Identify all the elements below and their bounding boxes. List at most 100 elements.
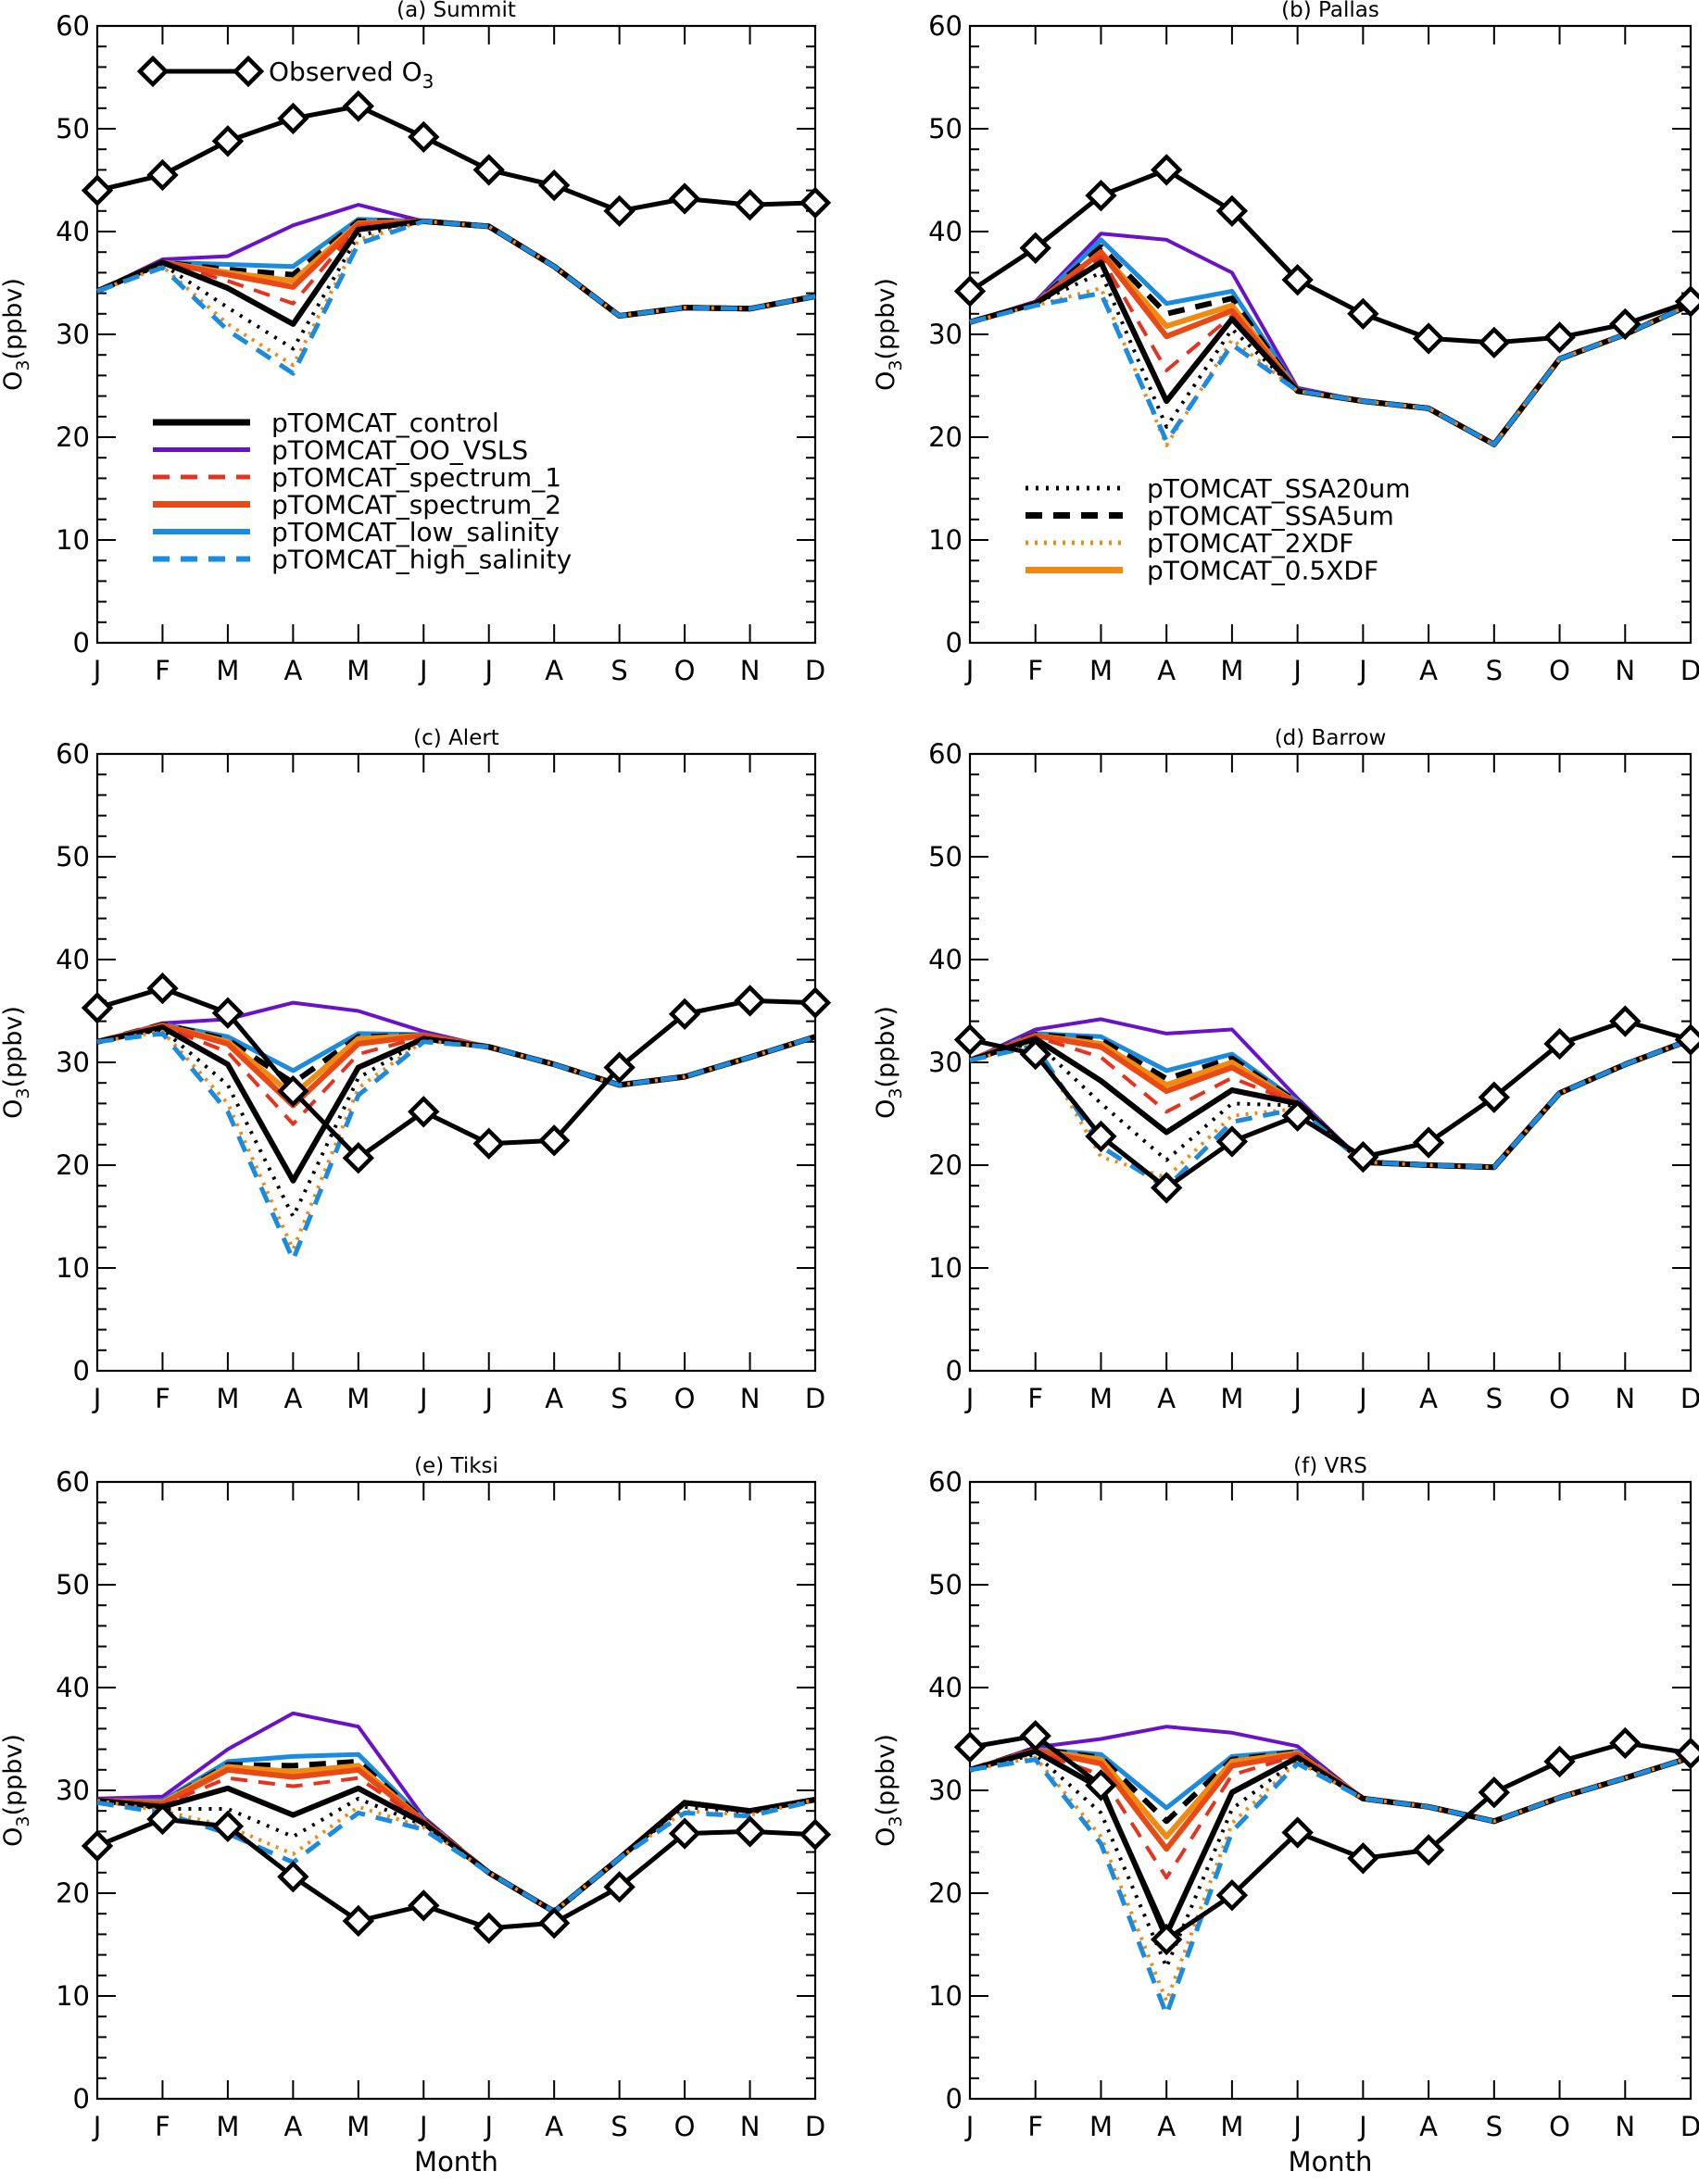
observed-point <box>476 1915 502 1941</box>
series-line-control <box>969 259 1693 447</box>
y-tick-label: 0 <box>73 2083 90 2115</box>
x-tick-label: J <box>1357 655 1367 686</box>
x-tick-label: A <box>545 1383 563 1414</box>
legend-label-vsls: pTOMCAT_OO_VSLS <box>271 435 528 466</box>
observed-point <box>1416 325 1441 351</box>
y-tick-label: 30 <box>928 1775 963 1806</box>
panel-3: (c) Alert 0 10 20 30 40 50 60 J F M A M J J A S O N D O3(ppb… <box>0 726 828 1414</box>
observed-point <box>672 185 698 211</box>
y-tick-label: 60 <box>928 10 963 42</box>
y-axis-label: O3(ppbv) <box>0 278 33 391</box>
panel-2: (b) Pallas 0 10 20 30 40 50 60 J F M A M J J A S O N D O3(pp… <box>872 0 1699 686</box>
series-line-observed <box>969 1019 1692 1190</box>
observed-point <box>1547 324 1573 350</box>
y-tick-label: 20 <box>56 1877 90 1909</box>
observed-point <box>84 995 110 1021</box>
x-tick-label: O <box>1549 2111 1570 2142</box>
x-axis-label: Month <box>1289 2146 1373 2178</box>
observed-point <box>149 162 175 188</box>
x-tick-label: J <box>418 655 428 686</box>
legend-label-xdf05: pTOMCAT_0.5XDF <box>1147 556 1378 586</box>
x-tick-label: J <box>964 655 975 686</box>
y-tick-label: 50 <box>928 113 963 144</box>
panel-title: (d) Barrow <box>1275 726 1387 750</box>
x-tick-label: J <box>964 1383 975 1414</box>
x-tick-label: M <box>216 655 239 686</box>
observed-point <box>737 987 763 1013</box>
y-tick-label: 10 <box>56 1252 90 1284</box>
x-tick-label: D <box>805 655 825 686</box>
x-tick-label: S <box>610 2111 627 2142</box>
x-tick-label: J <box>483 1383 493 1414</box>
y-tick-label: 50 <box>56 841 90 872</box>
series-line-spectrum_2 <box>95 218 816 319</box>
x-tick-label: J <box>483 2111 493 2142</box>
observed-point <box>476 1131 502 1157</box>
series-line-observed <box>969 1733 1692 1942</box>
x-tick-label: J <box>92 2111 102 2142</box>
panel-6: (f) VRS 0 10 20 30 40 50 60 J F M A M J J A S O N D O3(ppbv)… <box>872 1454 1699 2178</box>
series-line-xdf2 <box>969 1755 1692 2003</box>
x-tick-label: J <box>1291 1383 1302 1414</box>
panel-title: (e) Tiksi <box>414 1454 498 1478</box>
x-tick-label: J <box>1291 655 1302 686</box>
x-tick-label: N <box>1615 2111 1635 2142</box>
observed-point <box>84 1833 110 1859</box>
legend-observed: Observed O3 <box>140 56 434 93</box>
x-tick-label: A <box>1419 2111 1438 2142</box>
x-tick-label: N <box>1615 1383 1635 1414</box>
y-tick-label: 40 <box>928 216 963 247</box>
observed-point <box>346 1908 371 1934</box>
x-tick-label: S <box>610 655 627 686</box>
observed-point <box>541 172 567 198</box>
legend-label-low_salinity: pTOMCAT_low_salinity <box>271 517 560 547</box>
series-line-control <box>969 1036 1693 1171</box>
y-tick-label: 20 <box>928 421 963 453</box>
series-line-xdf2 <box>96 1798 816 1914</box>
observed-point <box>1153 1927 1179 1952</box>
y-tick-label: 20 <box>928 1149 963 1181</box>
x-tick-label: A <box>1157 1383 1176 1414</box>
observed-point <box>1416 1130 1441 1156</box>
series-line-ssa20um <box>969 1037 1692 1170</box>
series-line-high_salinity <box>969 1755 1692 2017</box>
series-line-high_salinity <box>96 219 816 376</box>
observed-point <box>410 124 436 150</box>
x-tick-label: A <box>283 2111 302 2142</box>
y-axis-label: O3(ppbv) <box>0 1006 33 1119</box>
x-tick-label: F <box>1027 2111 1043 2142</box>
y-axis-label: O3(ppbv) <box>0 1734 33 1847</box>
legend-label-spectrum_2: pTOMCAT_spectrum_2 <box>271 490 561 521</box>
series-line-low_salinity <box>969 1031 1692 1170</box>
y-tick-label: 30 <box>928 1047 963 1078</box>
y-tick-label: 0 <box>946 627 963 659</box>
series-line-observed <box>96 104 816 214</box>
plot-frame <box>95 1480 817 2101</box>
legends-layer: Observed O3 pTOMCAT_controlpTOMCAT_OO_VSL… <box>140 56 1411 586</box>
series-line-high_salinity <box>96 1798 816 1914</box>
x-tick-label: A <box>283 1383 302 1414</box>
y-tick-label: 20 <box>56 1149 90 1181</box>
panel-4: (d) Barrow 0 10 20 30 40 50 60 J F M A M J J A S O N D O3(pp… <box>872 726 1699 1414</box>
x-tick-label: N <box>740 2111 761 2142</box>
x-tick-label: A <box>283 655 302 686</box>
observed-point <box>802 1822 828 1848</box>
observed-point <box>346 94 371 119</box>
x-tick-label: F <box>155 655 170 686</box>
y-tick-label: 40 <box>56 1672 90 1703</box>
observed-point <box>1153 157 1179 182</box>
series-line-observed <box>96 1816 816 1931</box>
x-tick-label: M <box>1220 1383 1243 1414</box>
x-tick-label: A <box>1157 2111 1176 2142</box>
series-line-spectrum_1 <box>96 1776 816 1914</box>
x-tick-label: D <box>805 2111 825 2142</box>
y-tick-label: 20 <box>928 1877 963 1909</box>
observed-point <box>476 157 502 182</box>
y-tick-label: 40 <box>56 216 90 247</box>
series-line-xdf2 <box>96 219 816 368</box>
observed-point <box>84 178 110 204</box>
series-line-ssa20um <box>969 1752 1692 1969</box>
x-tick-label: J <box>92 1383 102 1414</box>
x-tick-label: O <box>674 2111 696 2142</box>
y-tick-label: 10 <box>928 1252 963 1284</box>
